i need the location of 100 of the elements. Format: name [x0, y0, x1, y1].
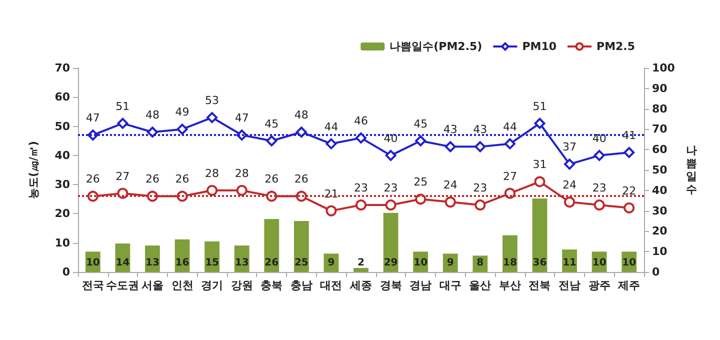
data-label: 47	[234, 112, 249, 125]
data-label: 26	[86, 172, 100, 186]
data-label: 13	[146, 258, 160, 268]
point	[594, 150, 605, 161]
data-label: 26	[264, 172, 279, 186]
data-label: 51	[116, 100, 130, 113]
point	[444, 196, 456, 208]
data-label: 29	[384, 258, 398, 268]
data-label: 25	[294, 258, 308, 268]
point	[624, 202, 635, 214]
point	[504, 138, 516, 150]
x-tick-label: 충북	[260, 279, 283, 292]
data-label: 47	[86, 112, 100, 125]
y2-tick-label: 60	[652, 143, 668, 156]
data-label: 49	[175, 106, 190, 119]
point	[415, 135, 426, 146]
x-tick-label: 대구	[439, 279, 462, 292]
x-tick-label: 경북	[380, 279, 402, 292]
data-label: 36	[532, 258, 547, 268]
legend-label: PM2.5	[596, 40, 636, 53]
bar	[383, 212, 398, 272]
point	[474, 199, 486, 210]
y2-tick-label: 70	[652, 122, 668, 136]
x-tick-label: 부산	[498, 279, 521, 292]
x-tick-label: 강원	[230, 279, 253, 292]
bar	[294, 221, 309, 272]
x-tick-label: 경남	[410, 279, 432, 292]
y-tick-label: 20	[54, 207, 70, 220]
point	[534, 176, 546, 188]
data-label: 15	[205, 258, 220, 268]
data-label: 8	[476, 258, 484, 268]
data-label: 43	[443, 123, 458, 136]
y-tick-label: 10	[54, 236, 70, 250]
point	[534, 118, 546, 129]
data-label: 10	[414, 258, 428, 268]
bar	[264, 218, 280, 272]
point	[326, 205, 337, 216]
data-label: 31	[532, 158, 547, 172]
bar	[532, 198, 548, 272]
y-tick-label: 60	[54, 90, 70, 104]
y2-axis-title: 나쁨일수	[686, 144, 697, 196]
data-label: 23	[592, 181, 606, 194]
data-label: 11	[562, 258, 577, 268]
x-tick-label: 광주	[588, 279, 610, 292]
point	[564, 158, 576, 170]
y2-tick-label: 10	[652, 245, 668, 258]
data-label: 26	[294, 172, 308, 186]
point	[326, 138, 337, 150]
data-label: 25	[414, 176, 428, 189]
y2-tick-label: 30	[652, 204, 668, 218]
data-label: 24	[562, 178, 577, 192]
y-tick-label: 50	[54, 120, 70, 133]
x-tick-label: 서울	[141, 279, 164, 292]
point	[266, 135, 278, 146]
point	[356, 132, 366, 144]
x-tick-label: 대전	[320, 279, 342, 292]
data-label: 18	[502, 258, 517, 268]
data-label: 44	[324, 120, 338, 134]
data-label: 45	[264, 117, 279, 130]
x-tick-label: 제주	[617, 279, 640, 292]
point	[474, 141, 486, 152]
data-label: 23	[384, 181, 398, 194]
data-label: 26	[145, 172, 160, 186]
data-label: 2	[358, 258, 365, 268]
y2-tick-label: 0	[652, 266, 660, 278]
point	[444, 141, 456, 152]
x-tick-label: 인천	[171, 279, 194, 292]
point	[236, 184, 248, 196]
data-label: 37	[562, 140, 577, 154]
data-label: 10	[592, 258, 606, 268]
legend-label: PM10	[522, 40, 557, 53]
x-tick-label: 전남	[558, 279, 581, 292]
point	[146, 126, 158, 138]
point	[117, 118, 128, 129]
x-tick-label: 울산	[469, 279, 492, 292]
x-tick-label: 수도권	[106, 279, 140, 292]
point	[206, 112, 218, 124]
y-tick-label: 0	[62, 266, 70, 278]
data-label: 10	[622, 258, 636, 268]
data-label: 43	[473, 123, 488, 136]
x-tick-label: 세종	[349, 279, 372, 292]
legend-label: 나쁨일수(PM2.5)	[390, 40, 482, 53]
data-label: 45	[414, 117, 428, 130]
data-label: 16	[175, 258, 190, 268]
y2-tick-label: 90	[652, 82, 668, 95]
data-label: 26	[264, 258, 279, 268]
y-tick-label: 70	[54, 62, 70, 74]
data-label: 10	[86, 258, 100, 268]
x-tick-label: 전북	[528, 279, 551, 292]
x-tick-label: 경기	[201, 279, 224, 292]
y-axis-title: 농도(㎍/㎥)	[27, 140, 40, 200]
point	[296, 126, 307, 138]
bar	[354, 268, 368, 272]
x-tick-label: 전국	[82, 279, 104, 292]
data-label: 48	[145, 108, 160, 122]
y2-tick-label: 80	[652, 102, 668, 116]
data-label: 27	[116, 170, 130, 183]
y2-tick-label: 50	[652, 164, 668, 176]
data-label: 24	[443, 178, 458, 192]
point	[624, 147, 635, 158]
